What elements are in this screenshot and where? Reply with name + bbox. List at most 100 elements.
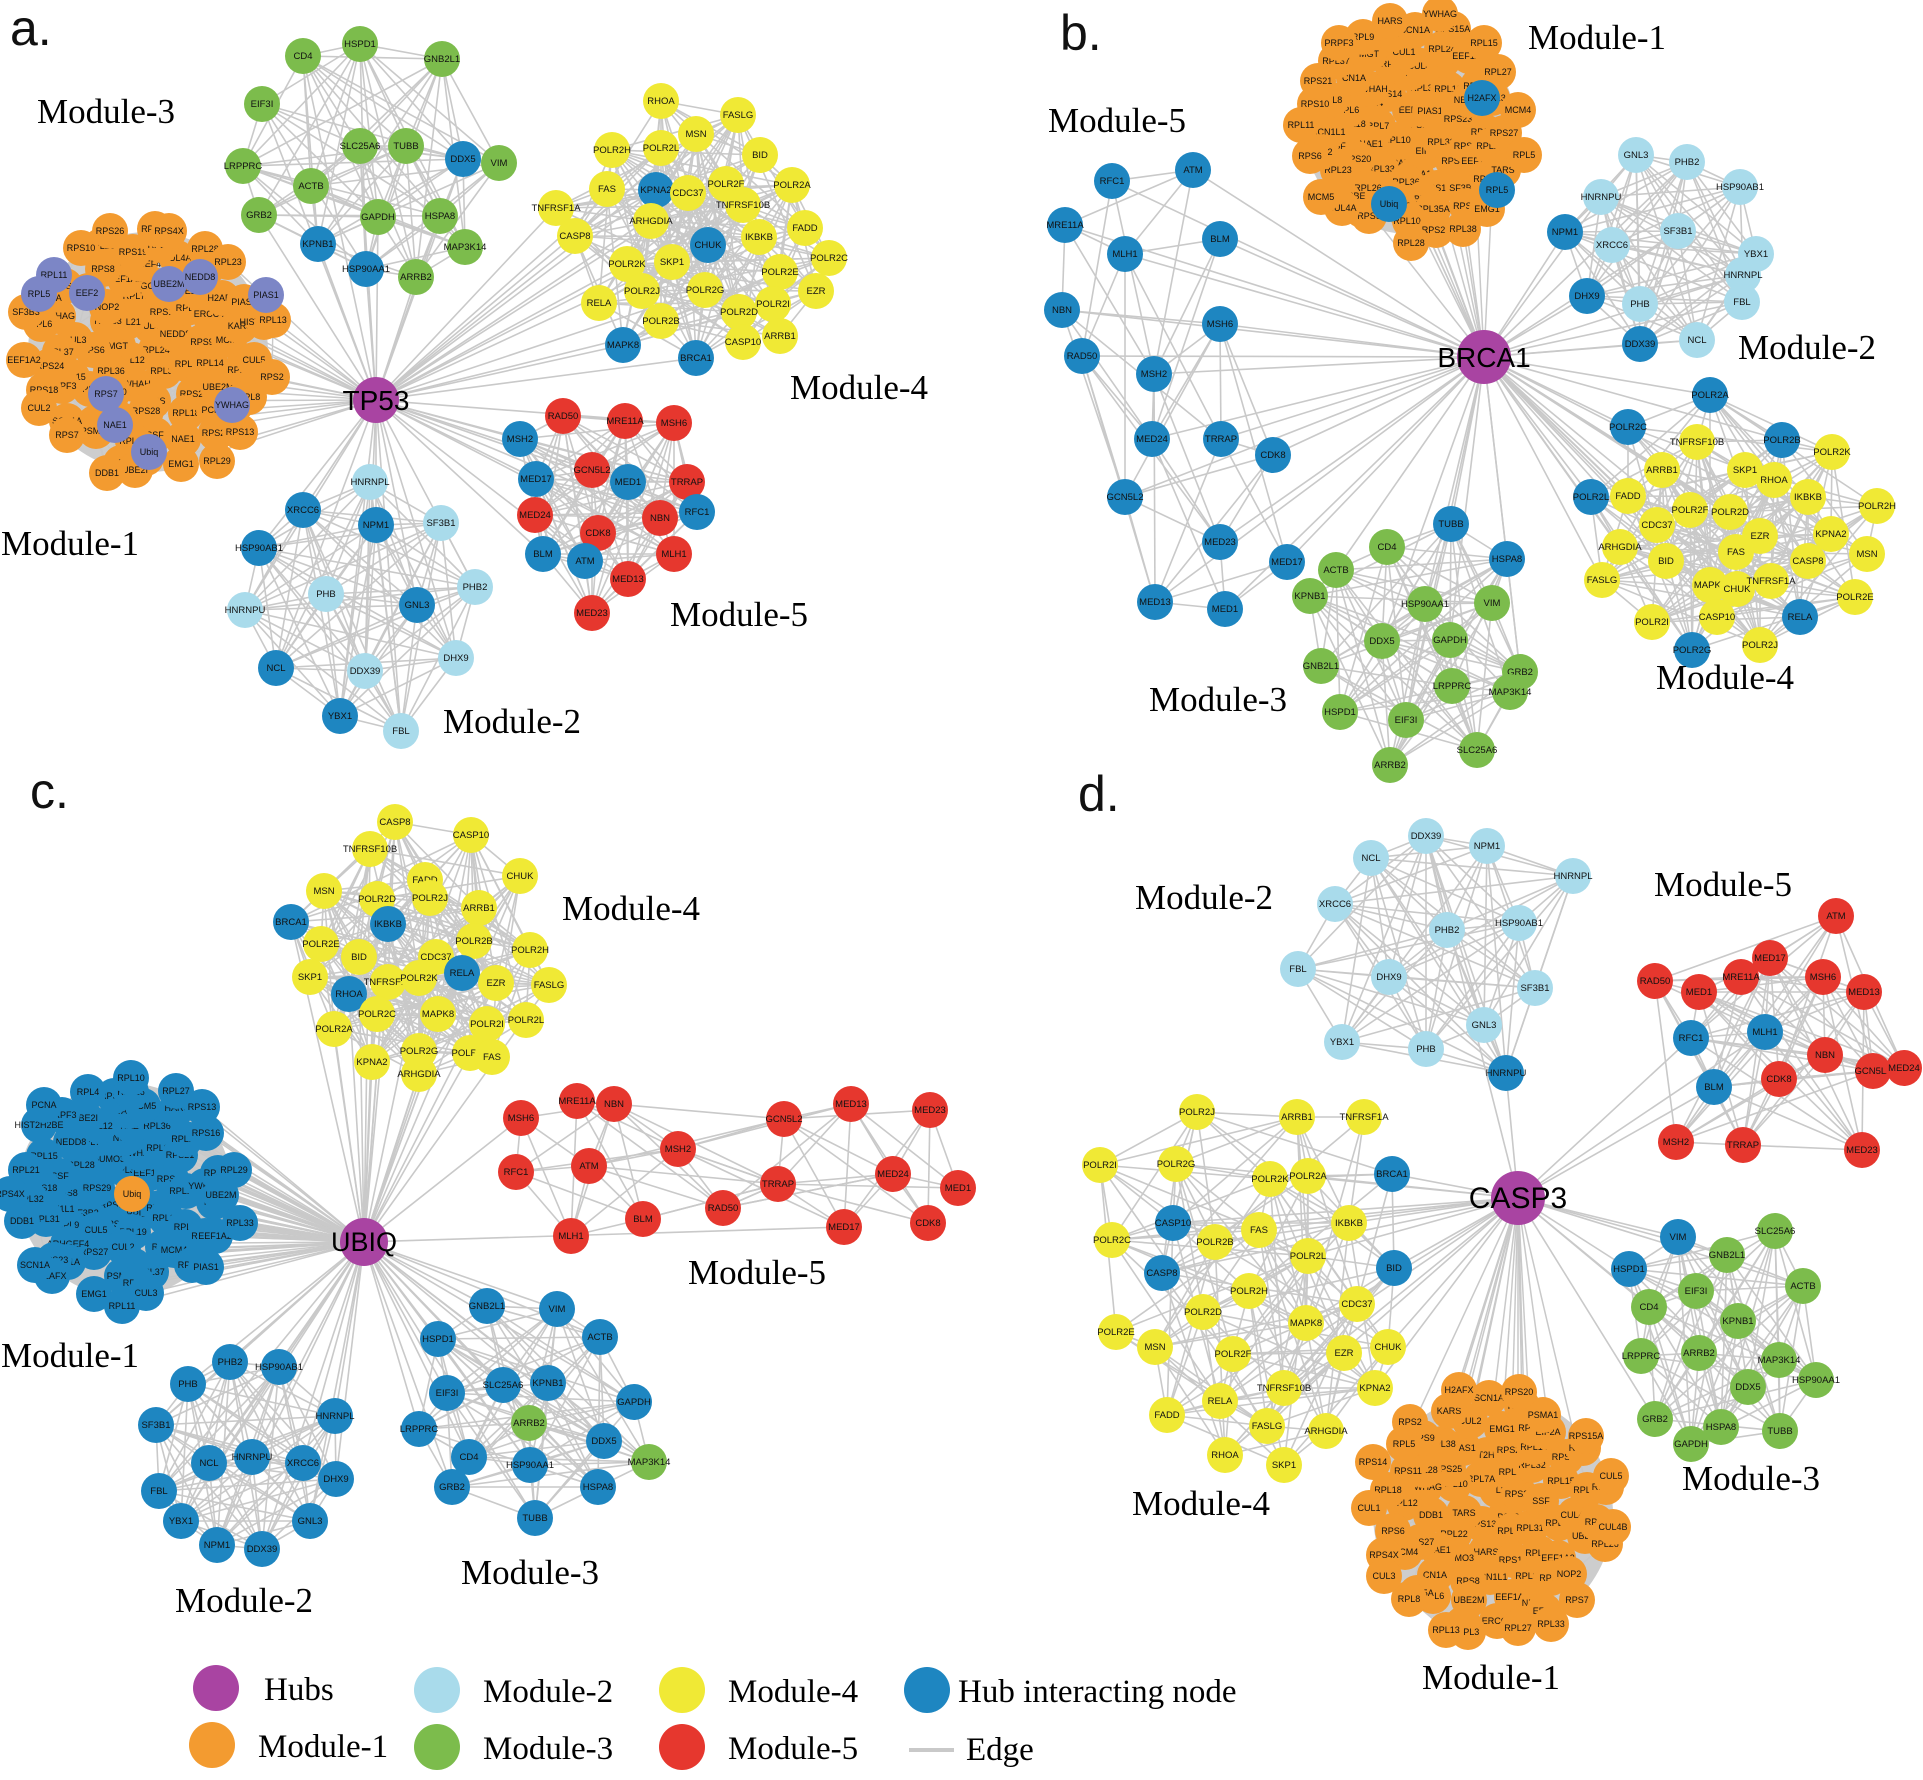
svg-text:DDB1: DDB1 — [1419, 1510, 1443, 1520]
svg-text:FADD: FADD — [1615, 491, 1640, 502]
svg-text:POLR2H: POLR2H — [511, 945, 549, 956]
svg-text:NCL: NCL — [199, 1458, 218, 1469]
svg-text:ARRB2: ARRB2 — [513, 1418, 545, 1429]
svg-text:RPL9: RPL9 — [57, 1220, 80, 1230]
svg-text:HNRNPL: HNRNPL — [1553, 871, 1592, 882]
svg-text:RPS23: RPS23 — [1444, 114, 1473, 124]
svg-text:HNRNPU: HNRNPU — [1486, 1068, 1527, 1079]
svg-text:YWHAH: YWHAH — [188, 1181, 222, 1191]
svg-text:ACTB: ACTB — [298, 181, 323, 192]
svg-text:PHB2: PHB2 — [463, 582, 488, 593]
svg-text:CUL2: CUL2 — [27, 403, 50, 413]
svg-text:PIAS1: PIAS1 — [1417, 106, 1443, 116]
svg-text:KPNA2: KPNA2 — [1359, 1383, 1390, 1394]
svg-text:MED1: MED1 — [1212, 604, 1238, 615]
svg-text:RPS21: RPS21 — [1505, 1489, 1534, 1499]
svg-text:HSPA8: HSPA8 — [1706, 1422, 1736, 1433]
svg-text:RPS9: RPS9 — [1411, 1433, 1435, 1443]
svg-text:RPL38: RPL38 — [1428, 1439, 1456, 1449]
svg-text:BID: BID — [752, 150, 768, 161]
svg-text:Module-4: Module-4 — [790, 368, 928, 407]
svg-text:NBN: NBN — [604, 1099, 624, 1110]
svg-text:NEDD8: NEDD8 — [56, 1137, 87, 1147]
svg-text:ARRB1: ARRB1 — [463, 903, 495, 914]
svg-text:TNFRSF10B: TNFRSF10B — [1257, 1383, 1311, 1394]
svg-text:FADD: FADD — [792, 223, 817, 234]
svg-text:GCN5L2: GCN5L2 — [766, 1114, 803, 1125]
svg-text:RPS10: RPS10 — [1301, 99, 1330, 109]
svg-text:MED24: MED24 — [1888, 1063, 1920, 1074]
svg-text:RPL38: RPL38 — [146, 1143, 174, 1153]
svg-text:PIAS1: PIAS1 — [253, 290, 279, 300]
svg-text:RPL33: RPL33 — [226, 1218, 254, 1228]
svg-text:RPL28: RPL28 — [67, 1160, 95, 1170]
svg-text:ARHGDIA: ARHGDIA — [397, 1069, 441, 1080]
svg-text:MED17: MED17 — [1271, 557, 1303, 568]
svg-text:BLM: BLM — [1210, 234, 1230, 245]
svg-text:BID: BID — [351, 952, 367, 963]
svg-text:RPL27: RPL27 — [162, 1086, 190, 1096]
svg-text:RPL27: RPL27 — [119, 436, 147, 446]
svg-text:MAPK8: MAPK8 — [1290, 1318, 1322, 1329]
svg-text:HNRNPL: HNRNPL — [315, 1411, 354, 1422]
svg-text:LRPPRC: LRPPRC — [224, 161, 263, 172]
svg-text:EEF1A2: EEF1A2 — [1541, 1553, 1575, 1563]
svg-text:RPS16: RPS16 — [192, 1128, 221, 1138]
svg-text:RPS19: RPS19 — [119, 247, 148, 257]
svg-text:Hubs: Hubs — [264, 1672, 334, 1708]
svg-text:VIM: VIM — [1670, 1232, 1687, 1243]
svg-text:RPL13: RPL13 — [152, 1213, 180, 1223]
svg-text:MED17: MED17 — [828, 1222, 860, 1233]
svg-text:RPS29: RPS29 — [83, 1183, 112, 1193]
svg-text:PHB2: PHB2 — [218, 1357, 243, 1368]
svg-text:Module-1: Module-1 — [1422, 1658, 1560, 1697]
svg-text:NAE1: NAE1 — [103, 420, 127, 430]
svg-text:RFC1: RFC1 — [504, 1167, 529, 1178]
svg-text:RPL32: RPL32 — [1518, 1460, 1546, 1470]
svg-text:CDC37: CDC37 — [1641, 520, 1672, 531]
svg-text:H2AFX: H2AFX — [207, 293, 236, 303]
svg-text:RPS26: RPS26 — [96, 226, 125, 236]
svg-text:SF3B3: SF3B3 — [1449, 183, 1477, 193]
svg-text:POLR2I: POLR2I — [1635, 617, 1669, 628]
svg-text:RPL8: RPL8 — [1398, 1594, 1421, 1604]
svg-text:RPL10: RPL10 — [1383, 135, 1411, 145]
svg-text:YWHAH: YWHAH — [1354, 84, 1388, 94]
svg-text:TNFRSF1A: TNFRSF1A — [1746, 576, 1796, 587]
svg-text:RPL19: RPL19 — [119, 1227, 147, 1237]
svg-text:BLM: BLM — [533, 549, 553, 560]
svg-text:TUBB: TUBB — [522, 1513, 547, 1524]
svg-text:RPL10A: RPL10A — [169, 1186, 203, 1196]
svg-text:SLC25A6: SLC25A6 — [483, 1380, 524, 1391]
svg-text:RPS13: RPS13 — [226, 427, 255, 437]
svg-text:BRCA1: BRCA1 — [680, 353, 712, 364]
svg-text:GNB2L1: GNB2L1 — [424, 54, 460, 65]
svg-text:IKBKB: IKBKB — [374, 919, 402, 930]
svg-text:MED1: MED1 — [1686, 987, 1712, 998]
svg-text:MLH1: MLH1 — [558, 1231, 583, 1242]
svg-text:SKP1: SKP1 — [1733, 465, 1757, 476]
svg-text:IKBKB: IKBKB — [1794, 492, 1822, 503]
svg-text:RPL37: RPL37 — [1573, 1485, 1601, 1495]
svg-text:SCN1A: SCN1A — [20, 1260, 50, 1270]
svg-text:RPS2: RPS2 — [1398, 1417, 1422, 1427]
svg-text:Ubiq: Ubiq — [140, 447, 159, 457]
svg-text:HSP90AA1: HSP90AA1 — [1792, 1375, 1840, 1386]
svg-text:MSH2: MSH2 — [1141, 369, 1167, 380]
svg-text:MSH2: MSH2 — [1663, 1137, 1689, 1148]
svg-text:FASLG: FASLG — [1587, 575, 1618, 586]
svg-text:YBX1: YBX1 — [169, 1516, 193, 1527]
svg-text:EZR: EZR — [807, 286, 826, 297]
svg-text:RAD50: RAD50 — [1067, 351, 1098, 362]
svg-text:MRE11A: MRE11A — [1046, 220, 1084, 231]
svg-text:ATM: ATM — [1826, 911, 1845, 922]
svg-text:GNL3: GNL3 — [1472, 1020, 1497, 1031]
svg-text:RPS25: RPS25 — [1434, 1464, 1463, 1474]
svg-text:RPL36: RPL36 — [143, 1121, 171, 1131]
svg-text:RPL6: RPL6 — [1337, 105, 1360, 115]
svg-text:KPNB1: KPNB1 — [302, 239, 333, 250]
svg-text:POLR2E: POLR2E — [1836, 592, 1874, 603]
svg-text:DHX9: DHX9 — [1376, 972, 1401, 983]
svg-text:NBN: NBN — [650, 513, 670, 524]
svg-text:GNL3: GNL3 — [405, 600, 430, 611]
